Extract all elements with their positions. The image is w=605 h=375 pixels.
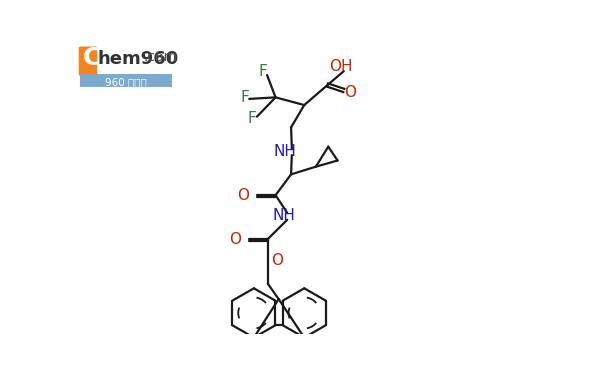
Text: C: C xyxy=(83,46,101,70)
Text: F: F xyxy=(240,90,249,105)
Text: NH: NH xyxy=(273,209,295,224)
Text: 960 化工网: 960 化工网 xyxy=(105,77,147,87)
Text: .com: .com xyxy=(144,50,178,64)
FancyBboxPatch shape xyxy=(80,74,172,87)
Text: O: O xyxy=(271,253,283,268)
Text: O: O xyxy=(344,85,356,100)
Text: F: F xyxy=(259,64,267,80)
FancyBboxPatch shape xyxy=(79,46,97,76)
Text: OH: OH xyxy=(329,59,353,74)
Text: O: O xyxy=(229,231,241,246)
Text: F: F xyxy=(248,111,257,126)
Text: O: O xyxy=(237,188,249,202)
Text: hem960: hem960 xyxy=(97,50,178,68)
Text: NH: NH xyxy=(273,144,296,159)
